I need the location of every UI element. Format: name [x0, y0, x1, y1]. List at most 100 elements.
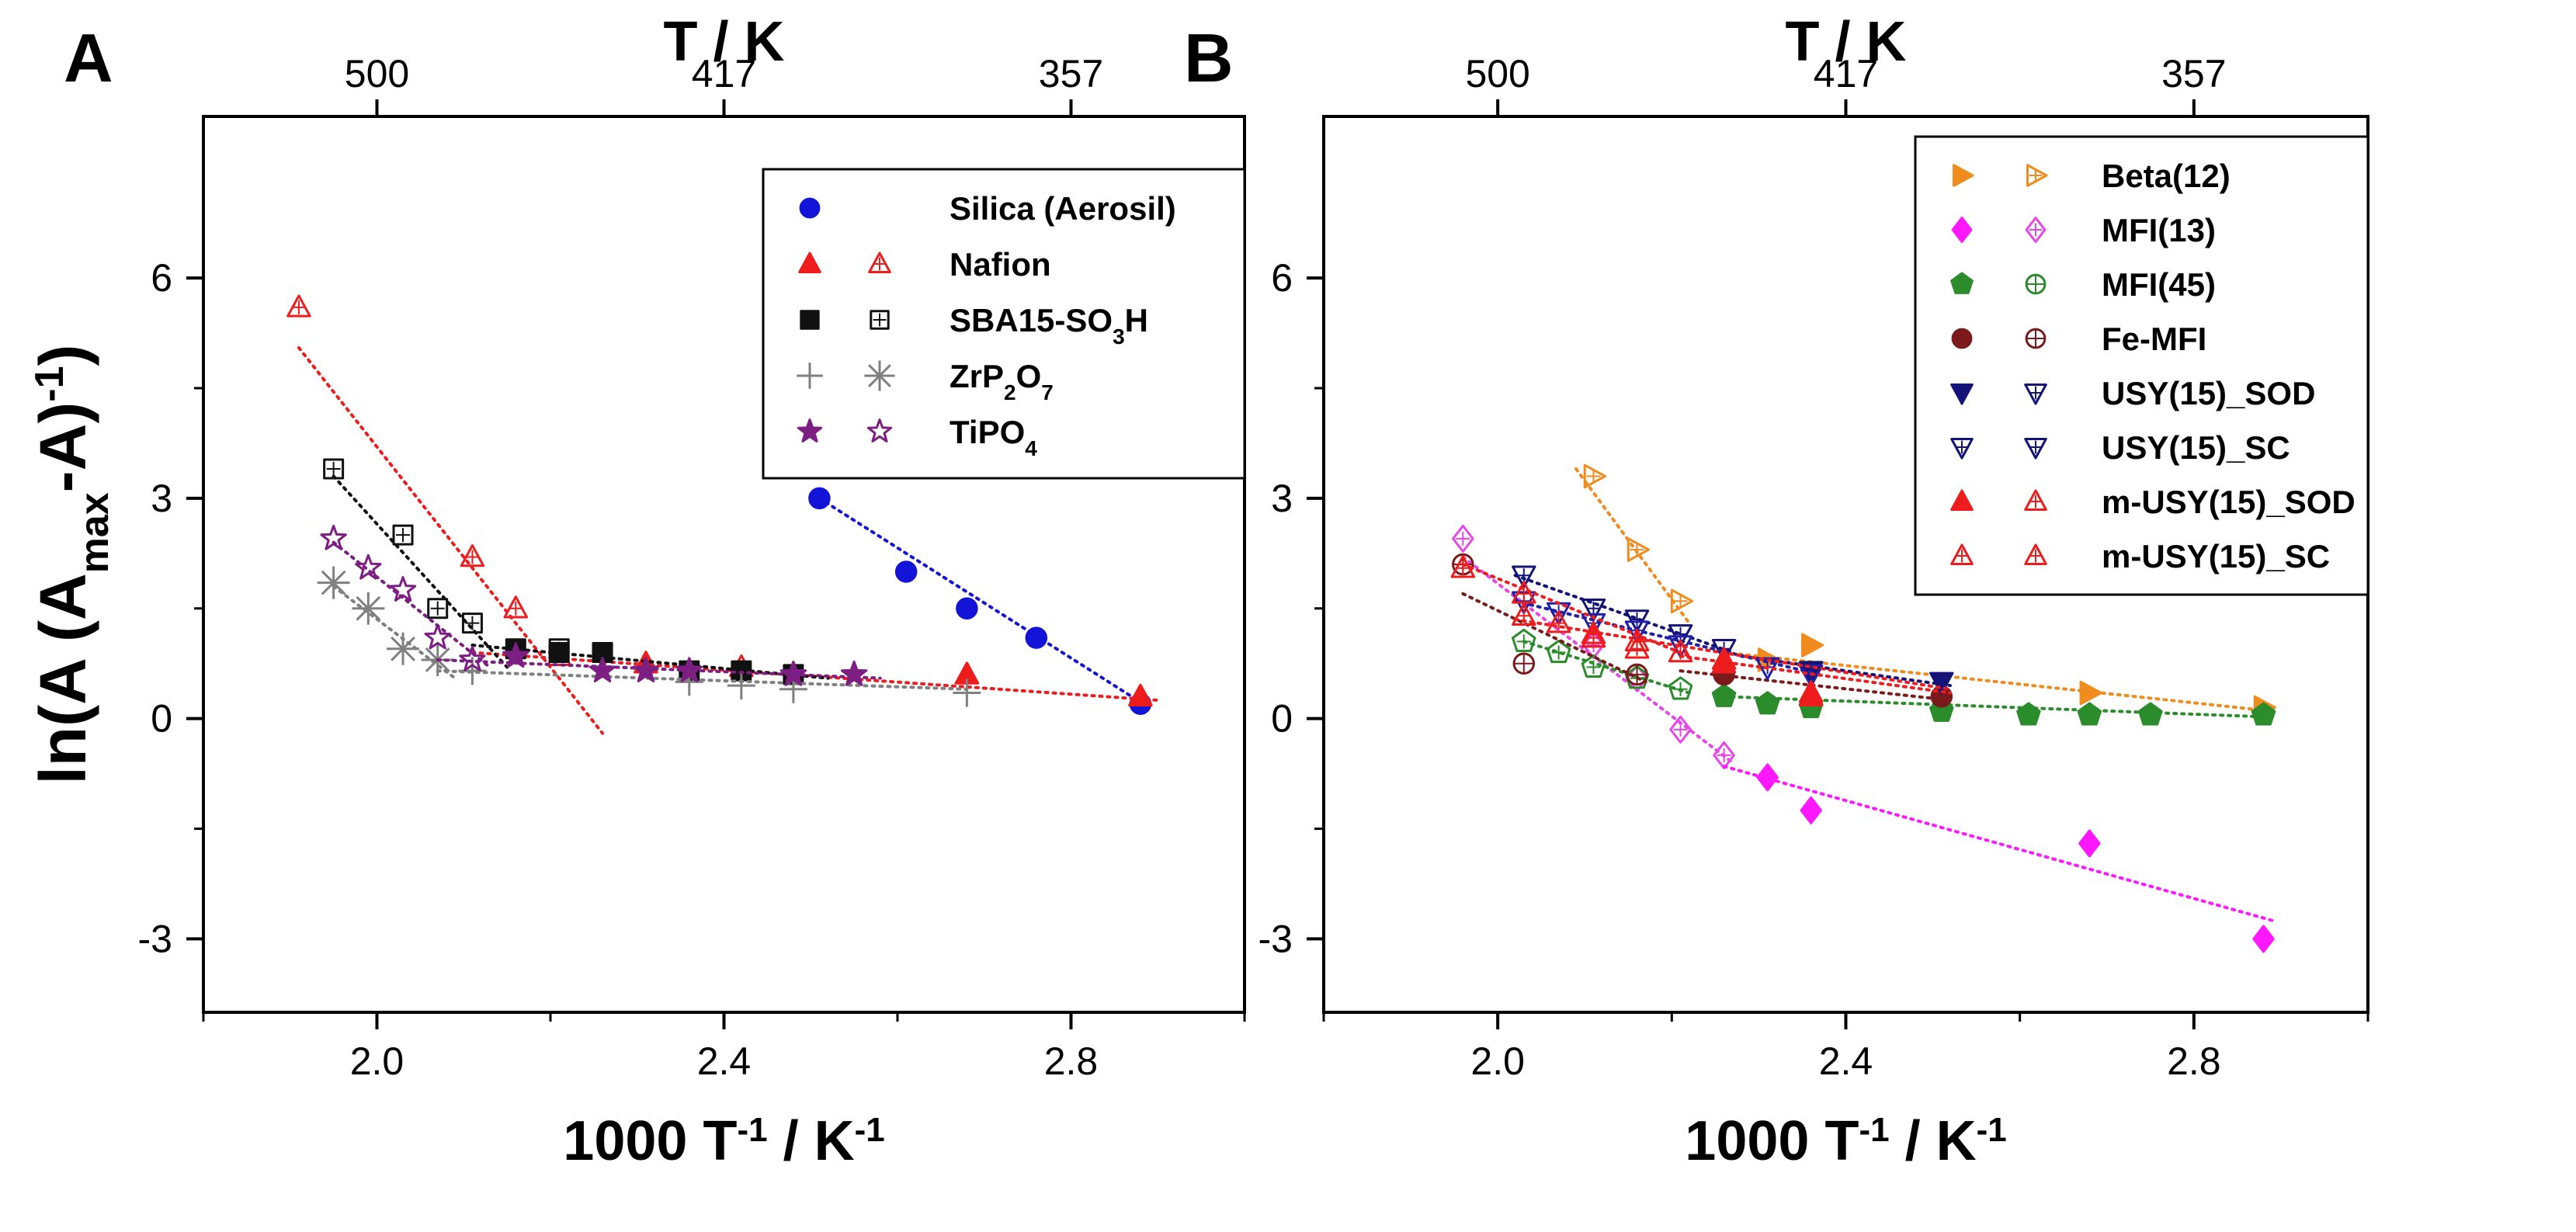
- legend-entry: TiPO4: [797, 414, 1037, 460]
- data-point: [2079, 680, 2102, 706]
- legend-box: [1914, 135, 2369, 596]
- data-point: [2251, 702, 2276, 726]
- data-point: [503, 595, 529, 619]
- data-point: [1583, 463, 1606, 489]
- x-axis-title-mid: / K: [1890, 1110, 1977, 1172]
- legend-entry: USY(15)_SC: [1950, 429, 2290, 466]
- data-point: [1798, 665, 1824, 688]
- x-axis-title-pre: 1000 T: [1685, 1110, 1859, 1172]
- legend-label-main: Fe-MFI: [2102, 321, 2206, 357]
- legend-entry: MFI(13): [1951, 212, 2216, 248]
- legend-marker: [1950, 272, 1974, 294]
- legend-marker: [1950, 438, 1974, 460]
- fit-line: [1461, 592, 1647, 684]
- series-fe-mfi-open: [1452, 553, 1648, 686]
- legend-label-sub2: 7: [1041, 380, 1054, 404]
- data-point: [427, 598, 449, 619]
- top-axis-title: T / K: [1786, 11, 1907, 73]
- legend-label: Silica (Aerosil): [950, 190, 1176, 227]
- data-point: [2252, 925, 2275, 953]
- data-point: [1128, 683, 1153, 707]
- legend-label: MFI(13): [2102, 212, 2216, 248]
- x-axis-title: 1000 T-1 / K-1: [563, 1110, 884, 1172]
- legend-label-sub: 4: [1025, 436, 1037, 460]
- legend-marker: [2026, 164, 2048, 187]
- data-point: [727, 672, 755, 700]
- x-tick-label: 2.8: [2167, 1039, 2221, 1083]
- data-point: [286, 294, 311, 318]
- legend-label: TiPO4: [950, 414, 1037, 460]
- fit-line: [1722, 695, 2274, 719]
- legend-label-main: Nafion: [950, 246, 1051, 283]
- data-point: [1756, 763, 1779, 792]
- top-axis-title: T / K: [664, 11, 785, 73]
- legend-label-tail: O: [1016, 358, 1042, 394]
- fit-line: [1513, 574, 1734, 654]
- legend-label: USY(15)_SC: [2102, 429, 2290, 466]
- data-point: [1711, 647, 1737, 670]
- legend: Silica (Aerosil)NafionSBA15-SO3HZrP2O7Ti…: [762, 168, 1246, 480]
- legend-marker: [2025, 217, 2047, 243]
- x-tick-label: 2.0: [1470, 1039, 1525, 1083]
- data-point: [588, 657, 616, 683]
- x-tick-label: 2.0: [350, 1039, 404, 1083]
- data-point: [392, 524, 414, 546]
- data-point: [1450, 555, 1476, 578]
- legend-marker-ray-3: [868, 364, 891, 387]
- legend-marker: [864, 360, 895, 391]
- data-point: [1452, 524, 1474, 553]
- data-point: [352, 592, 385, 625]
- legend-marker: [1950, 383, 1974, 405]
- data-point: [1668, 676, 1693, 700]
- legend-label-main: Beta(12): [2102, 158, 2231, 194]
- y-tick-label: 0: [1271, 697, 1293, 741]
- data-point: [355, 554, 382, 580]
- data-point: [459, 645, 486, 672]
- y-title-sup: -1: [27, 366, 72, 401]
- legend-marker: [868, 252, 891, 273]
- fit-line: [436, 669, 969, 691]
- y-title-sub: max: [72, 492, 117, 573]
- legend-marker: [2024, 543, 2047, 565]
- data-point: [632, 657, 660, 683]
- legend-label: Beta(12): [2102, 158, 2231, 194]
- data-point: [779, 660, 807, 686]
- legend-entry: SBA15-SO3H: [800, 302, 1148, 349]
- y-tick-label: 3: [1271, 477, 1293, 520]
- legend-entry: Silica (Aerosil): [799, 190, 1176, 227]
- series-mfi-45-: [1711, 683, 2276, 726]
- legend-box: [762, 168, 1246, 480]
- series-beta-12-open: [1574, 463, 1694, 625]
- legend-label: Fe-MFI: [2102, 321, 2206, 357]
- data-point: [2016, 702, 2041, 726]
- data-point: [1546, 610, 1571, 633]
- fit-line: [1513, 599, 1821, 676]
- legend-label-main: Silica (Aerosil): [950, 190, 1176, 227]
- x-axis-title-sup2: -1: [855, 1111, 885, 1149]
- data-point: [1025, 626, 1048, 649]
- data-point: [1582, 631, 1605, 660]
- legend-label-main: ZrP: [950, 358, 1004, 394]
- panel-label: A: [64, 19, 113, 96]
- top-tick-label: 417: [692, 52, 756, 95]
- data-point: [1670, 588, 1694, 614]
- legend-entry: m-USY(15)_SC: [1950, 538, 2330, 574]
- data-point: [548, 642, 570, 664]
- data-point: [1512, 565, 1536, 588]
- legend-label-main: SBA15-SO: [950, 302, 1113, 338]
- data-point: [2078, 829, 2101, 858]
- legend-label-main: TiPO: [950, 414, 1025, 450]
- data-point: [731, 660, 752, 682]
- legend-marker: [870, 310, 890, 330]
- top-tick-label: 500: [345, 52, 409, 95]
- fit-line: [818, 496, 1151, 710]
- legend-marker: [1951, 217, 1973, 243]
- data-point: [956, 597, 978, 620]
- fit-line: [1461, 563, 1691, 658]
- legend-marker: [1950, 543, 1974, 565]
- data-point: [1512, 628, 1536, 652]
- x-axis-title-sup1: -1: [737, 1111, 767, 1149]
